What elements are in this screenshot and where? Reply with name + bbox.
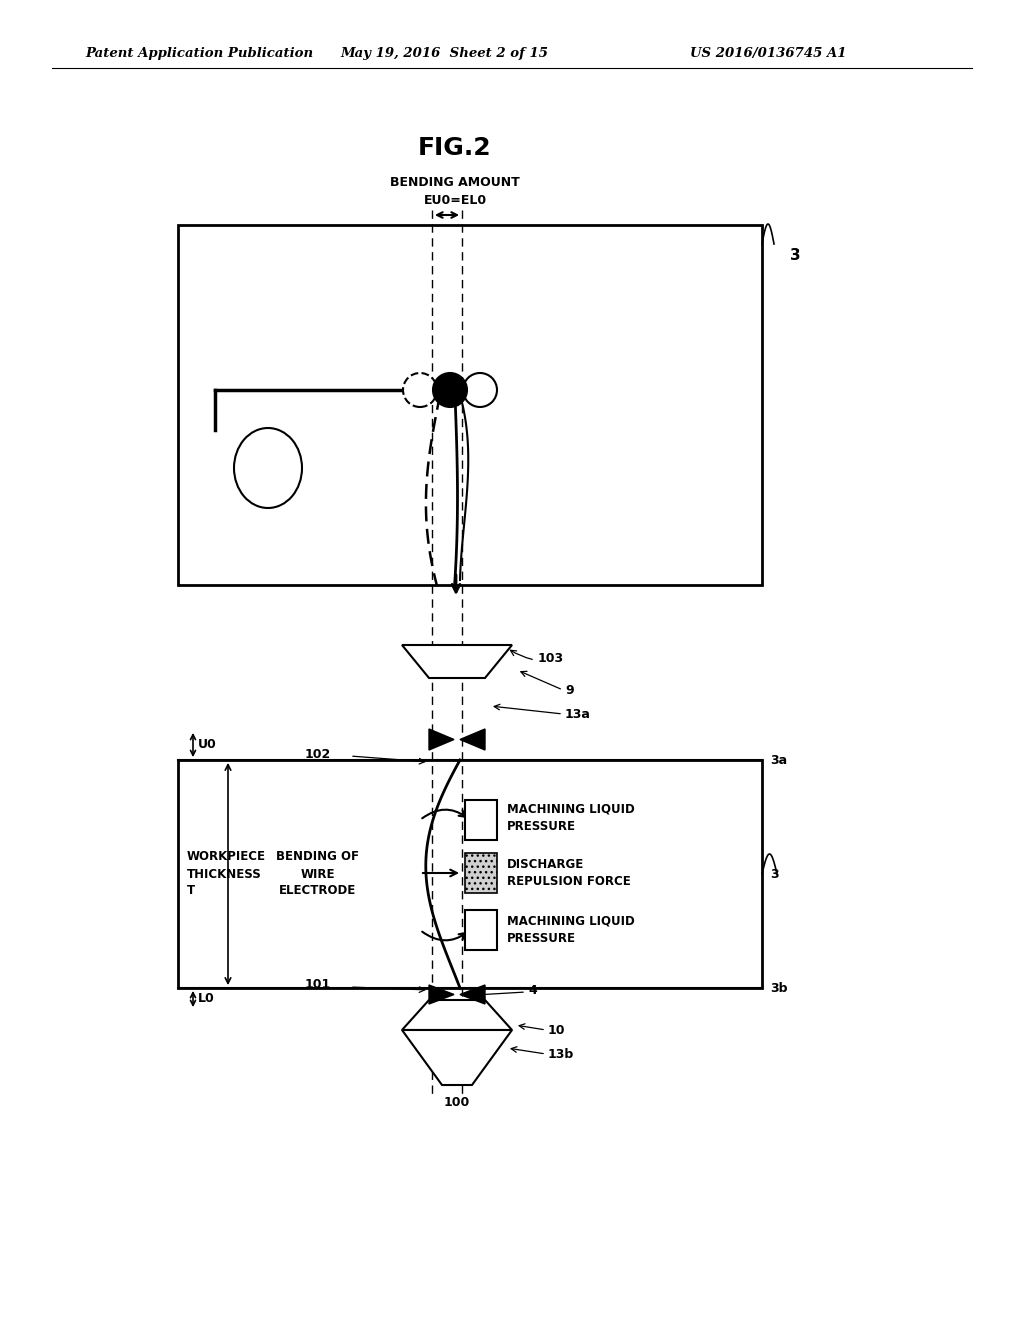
Bar	[465, 909, 497, 950]
Text: 3: 3	[790, 248, 801, 264]
Text: MACHINING LIQUID
PRESSURE: MACHINING LIQUID PRESSURE	[507, 803, 635, 833]
Text: FIG.2: FIG.2	[418, 136, 492, 160]
Text: 13b: 13b	[548, 1048, 574, 1061]
Polygon shape	[402, 1001, 512, 1030]
Text: May 19, 2016  Sheet 2 of 15: May 19, 2016 Sheet 2 of 15	[340, 46, 548, 59]
Text: 9: 9	[565, 684, 573, 697]
Text: 4: 4	[528, 983, 537, 997]
Text: 10: 10	[548, 1023, 565, 1036]
Text: U0: U0	[198, 738, 217, 751]
Text: 101: 101	[305, 978, 331, 991]
Text: US 2016/0136745 A1: US 2016/0136745 A1	[690, 46, 847, 59]
Text: BENDING OF
WIRE
ELECTRODE: BENDING OF WIRE ELECTRODE	[276, 850, 359, 898]
Text: MACHINING LIQUID
PRESSURE: MACHINING LIQUID PRESSURE	[507, 915, 635, 945]
Text: 3: 3	[770, 867, 778, 880]
Text: EU0=EL0: EU0=EL0	[424, 194, 486, 206]
Bar	[465, 853, 497, 894]
Bar	[465, 800, 497, 840]
Text: 13a: 13a	[565, 708, 591, 721]
Text: L0: L0	[198, 993, 215, 1006]
Polygon shape	[402, 1030, 512, 1085]
Circle shape	[403, 374, 437, 407]
Text: BENDING AMOUNT: BENDING AMOUNT	[390, 176, 520, 189]
Polygon shape	[429, 985, 454, 1005]
Circle shape	[463, 374, 497, 407]
Circle shape	[433, 374, 467, 407]
Text: DISCHARGE
REPULSION FORCE: DISCHARGE REPULSION FORCE	[507, 858, 631, 888]
Text: 100: 100	[443, 1096, 470, 1109]
Text: 3a: 3a	[770, 754, 787, 767]
Polygon shape	[402, 645, 512, 678]
Polygon shape	[429, 729, 454, 750]
Text: 3b: 3b	[770, 982, 787, 994]
Text: Patent Application Publication: Patent Application Publication	[85, 46, 313, 59]
Bar	[178, 224, 762, 585]
Polygon shape	[460, 985, 485, 1005]
Bar	[178, 760, 762, 987]
Ellipse shape	[234, 428, 302, 508]
Text: 102: 102	[305, 747, 331, 760]
Polygon shape	[460, 729, 485, 750]
Text: 103: 103	[538, 652, 564, 664]
Text: WORKPIECE
THICKNESS
T: WORKPIECE THICKNESS T	[187, 850, 266, 898]
